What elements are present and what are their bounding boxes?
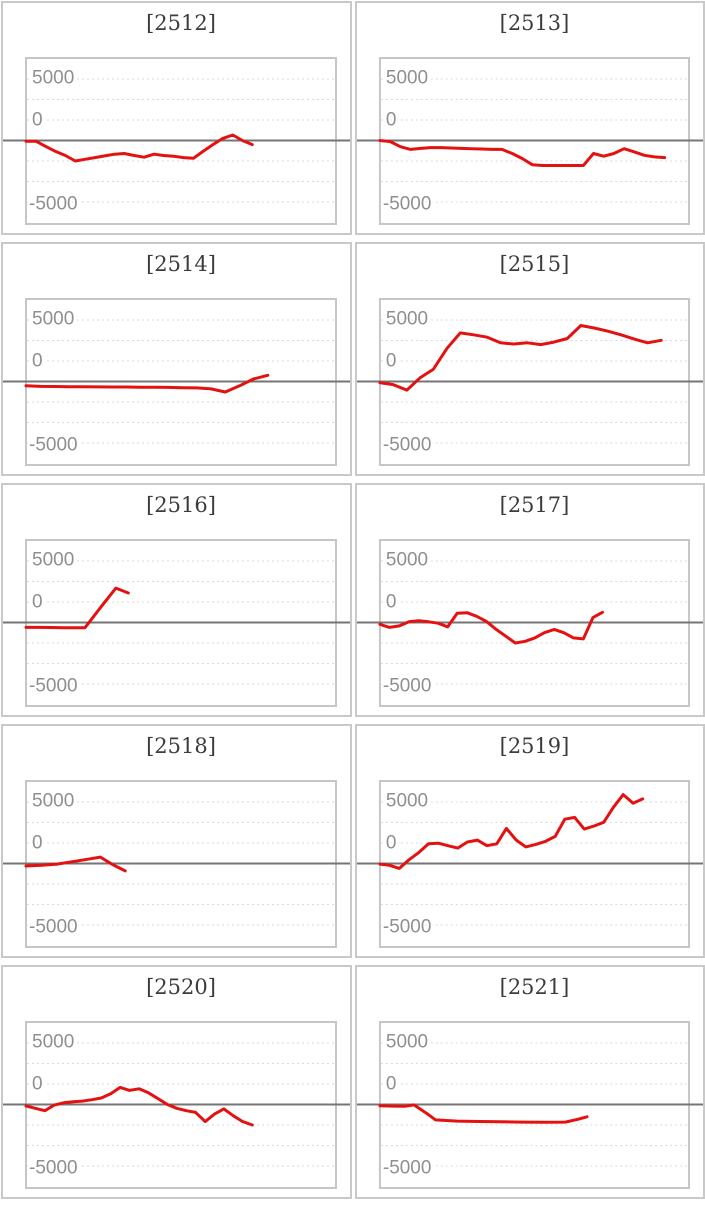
y-axis-tick-label: -5000	[383, 434, 431, 455]
chart-panel-2514: 5000 0 -5000 [2514]	[1, 242, 352, 476]
chart-title: [2513]	[500, 11, 570, 35]
y-axis-tick-label: 0	[386, 591, 397, 612]
chart-title: [2514]	[146, 252, 216, 276]
chart-panel-2512: 5000 0 -5000 [2512]	[1, 1, 352, 235]
chart-title: [2516]	[146, 493, 216, 517]
y-axis-tick-label: -5000	[383, 675, 431, 696]
line-chart: 5000 0 -5000 [2514]	[3, 252, 350, 466]
y-axis-tick-label: -5000	[29, 676, 78, 697]
y-axis-tick-label: 0	[386, 350, 397, 371]
data-series-line	[24, 855, 127, 873]
y-axis-tick-label: 5000	[32, 550, 74, 571]
chart-panel-2521: 5000 0 -5000 [2521]	[355, 965, 705, 1199]
y-axis-tick-label: -5000	[29, 435, 78, 456]
y-axis-tick-label: 0	[32, 833, 43, 854]
y-axis-tick-label: 0	[386, 109, 397, 130]
line-chart: 5000 0 -5000 [2521]	[357, 975, 703, 1189]
y-axis-tick-label: 0	[32, 1074, 43, 1095]
y-axis-tick-label: -5000	[29, 194, 78, 215]
line-chart: 5000 0 -5000 [2520]	[3, 975, 350, 1189]
y-axis-tick-label: 5000	[386, 549, 428, 570]
chart-panel-2516: 5000 0 -5000 [2516]	[1, 483, 352, 717]
chart-title: [2520]	[146, 975, 216, 999]
line-chart: 5000 0 -5000 [2516]	[3, 493, 350, 707]
chart-title: [2518]	[146, 734, 216, 758]
data-series-line	[24, 133, 254, 163]
y-axis-tick-label: 0	[32, 351, 43, 372]
y-axis-tick-label: 5000	[386, 1031, 428, 1052]
data-series-line	[24, 373, 270, 394]
y-axis-tick-label: 0	[32, 110, 43, 131]
y-axis-tick-label: 0	[32, 592, 43, 613]
data-series-line	[378, 610, 604, 645]
data-series-line	[378, 324, 663, 392]
y-axis-tick-label: 0	[386, 1073, 397, 1094]
line-chart: 5000 0 -5000 [2512]	[3, 11, 350, 225]
line-chart: 5000 0 -5000 [2519]	[357, 734, 703, 948]
data-series-line	[24, 586, 130, 630]
y-axis-tick-label: 5000	[32, 791, 74, 812]
y-axis-tick-label: 5000	[32, 68, 74, 89]
line-chart: 5000 0 -5000 [2513]	[357, 11, 703, 225]
chart-panel-2513: 5000 0 -5000 [2513]	[355, 1, 705, 235]
y-axis-tick-label: 0	[386, 832, 397, 853]
y-axis-tick-label: -5000	[29, 1158, 78, 1179]
y-axis-tick-label: 5000	[32, 309, 74, 330]
chart-panel-2519: 5000 0 -5000 [2519]	[355, 724, 705, 958]
y-axis-tick-label: 5000	[386, 308, 428, 329]
chart-title: [2512]	[146, 11, 216, 35]
y-axis-tick-label: 5000	[32, 1032, 74, 1053]
chart-panel-2518: 5000 0 -5000 [2518]	[1, 724, 352, 958]
line-chart: 5000 0 -5000 [2515]	[357, 252, 703, 466]
y-axis-tick-label: -5000	[383, 1157, 431, 1178]
y-axis-tick-label: 5000	[386, 67, 428, 88]
y-axis-tick-label: -5000	[29, 917, 78, 938]
chart-panel-2517: 5000 0 -5000 [2517]	[355, 483, 705, 717]
line-chart: 5000 0 -5000 [2517]	[357, 493, 703, 707]
y-axis-tick-label: -5000	[383, 916, 431, 937]
line-chart: 5000 0 -5000 [2518]	[3, 734, 350, 948]
data-series-line	[378, 793, 645, 870]
chart-title: [2519]	[500, 734, 570, 758]
chart-title: [2517]	[500, 493, 570, 517]
data-series-line	[378, 139, 667, 167]
chart-title: [2521]	[500, 975, 570, 999]
chart-panel-2515: 5000 0 -5000 [2515]	[355, 242, 705, 476]
data-series-line	[24, 1085, 254, 1127]
y-axis-tick-label: 5000	[386, 790, 428, 811]
chart-title: [2515]	[500, 252, 570, 276]
chart-panel-2520: 5000 0 -5000 [2520]	[1, 965, 352, 1199]
data-series-line	[378, 1103, 589, 1124]
y-axis-tick-label: -5000	[383, 193, 431, 214]
